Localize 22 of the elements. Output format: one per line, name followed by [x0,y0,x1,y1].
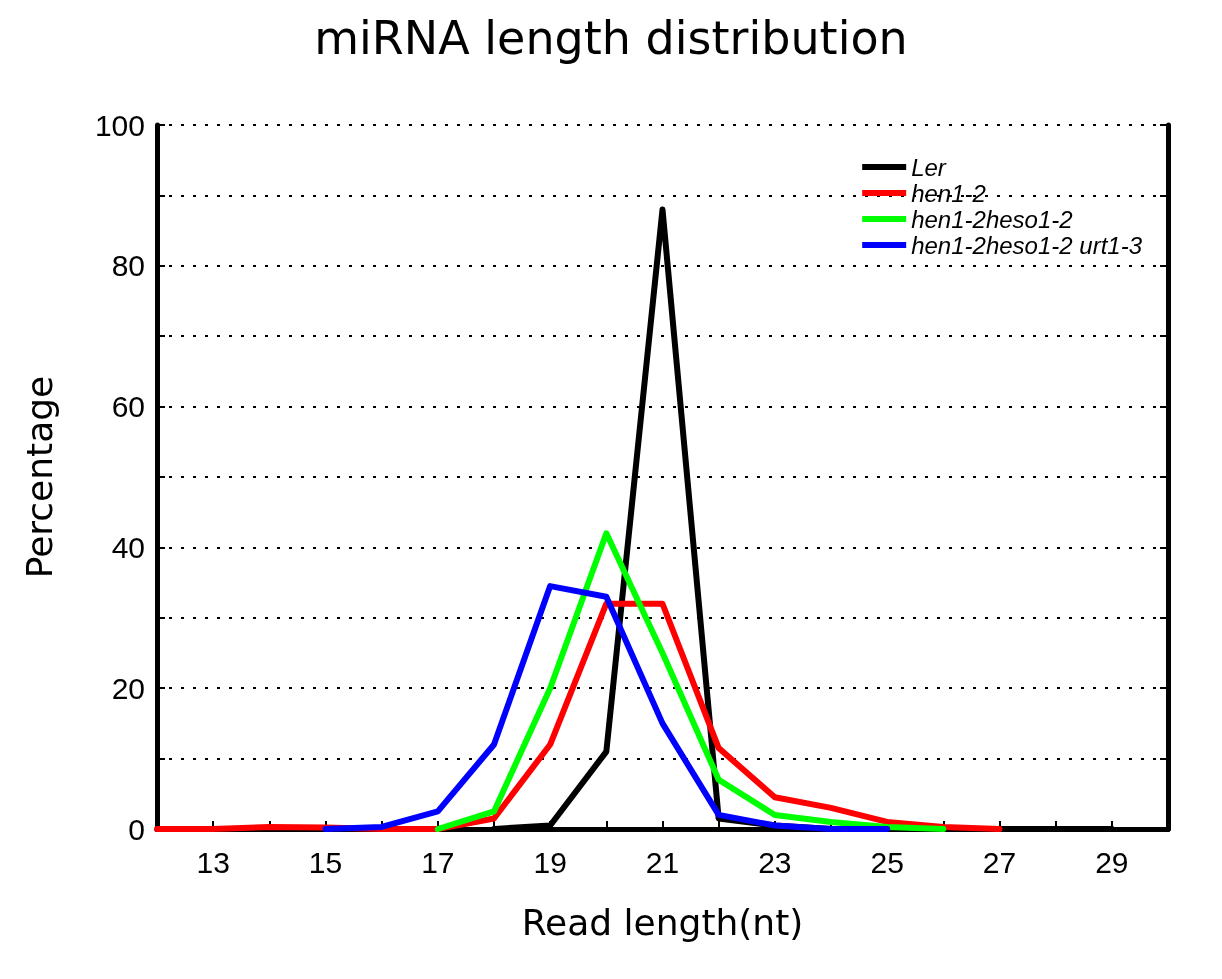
y-tick-label: 40 [111,530,145,564]
x-tick-label: 19 [533,845,567,879]
legend-label: hen1-2heso1-2 urt1-3 [911,231,1143,259]
legend-label: hen1-2heso1-2 [911,205,1073,233]
y-tick-label: 0 [128,812,145,846]
x-tick-label: 17 [421,845,455,879]
legend-label: Ler [911,153,947,181]
y-tick-label: 80 [111,249,145,283]
x-tick-label: 25 [870,845,904,879]
y-tick-label: 60 [111,390,145,424]
x-tick-label: 13 [196,845,230,879]
x-tick-label: 29 [1095,845,1129,879]
y-tick-label: 20 [111,671,145,705]
legend-label: hen1-2 [911,179,986,207]
x-tick-label: 23 [758,845,792,879]
x-axis-title: Read length(nt) [521,901,804,943]
y-axis-title: Percentage [18,375,60,579]
x-tick-label: 27 [982,845,1017,879]
chart-title: miRNA length distribution [314,11,908,65]
x-tick-label: 21 [645,845,680,879]
x-tick-label: 15 [308,845,343,879]
y-tick-label: 100 [94,108,145,142]
